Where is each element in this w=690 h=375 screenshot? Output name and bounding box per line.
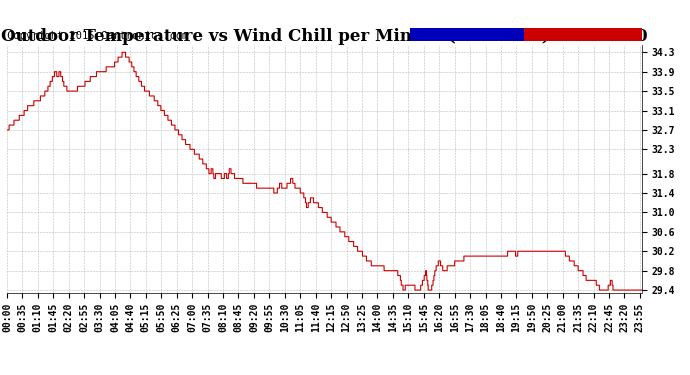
- FancyBboxPatch shape: [410, 28, 524, 41]
- Title: Outdoor Temperature vs Wind Chill per Minute (24 Hours) 20150120: Outdoor Temperature vs Wind Chill per Mi…: [1, 28, 648, 45]
- Text: Wind Chill  (°F): Wind Chill (°F): [424, 29, 510, 38]
- Text: Temperature  (°F): Temperature (°F): [538, 29, 629, 38]
- Text: Copyright 2015 Cartronics.com: Copyright 2015 Cartronics.com: [7, 32, 188, 41]
- FancyBboxPatch shape: [524, 28, 642, 41]
